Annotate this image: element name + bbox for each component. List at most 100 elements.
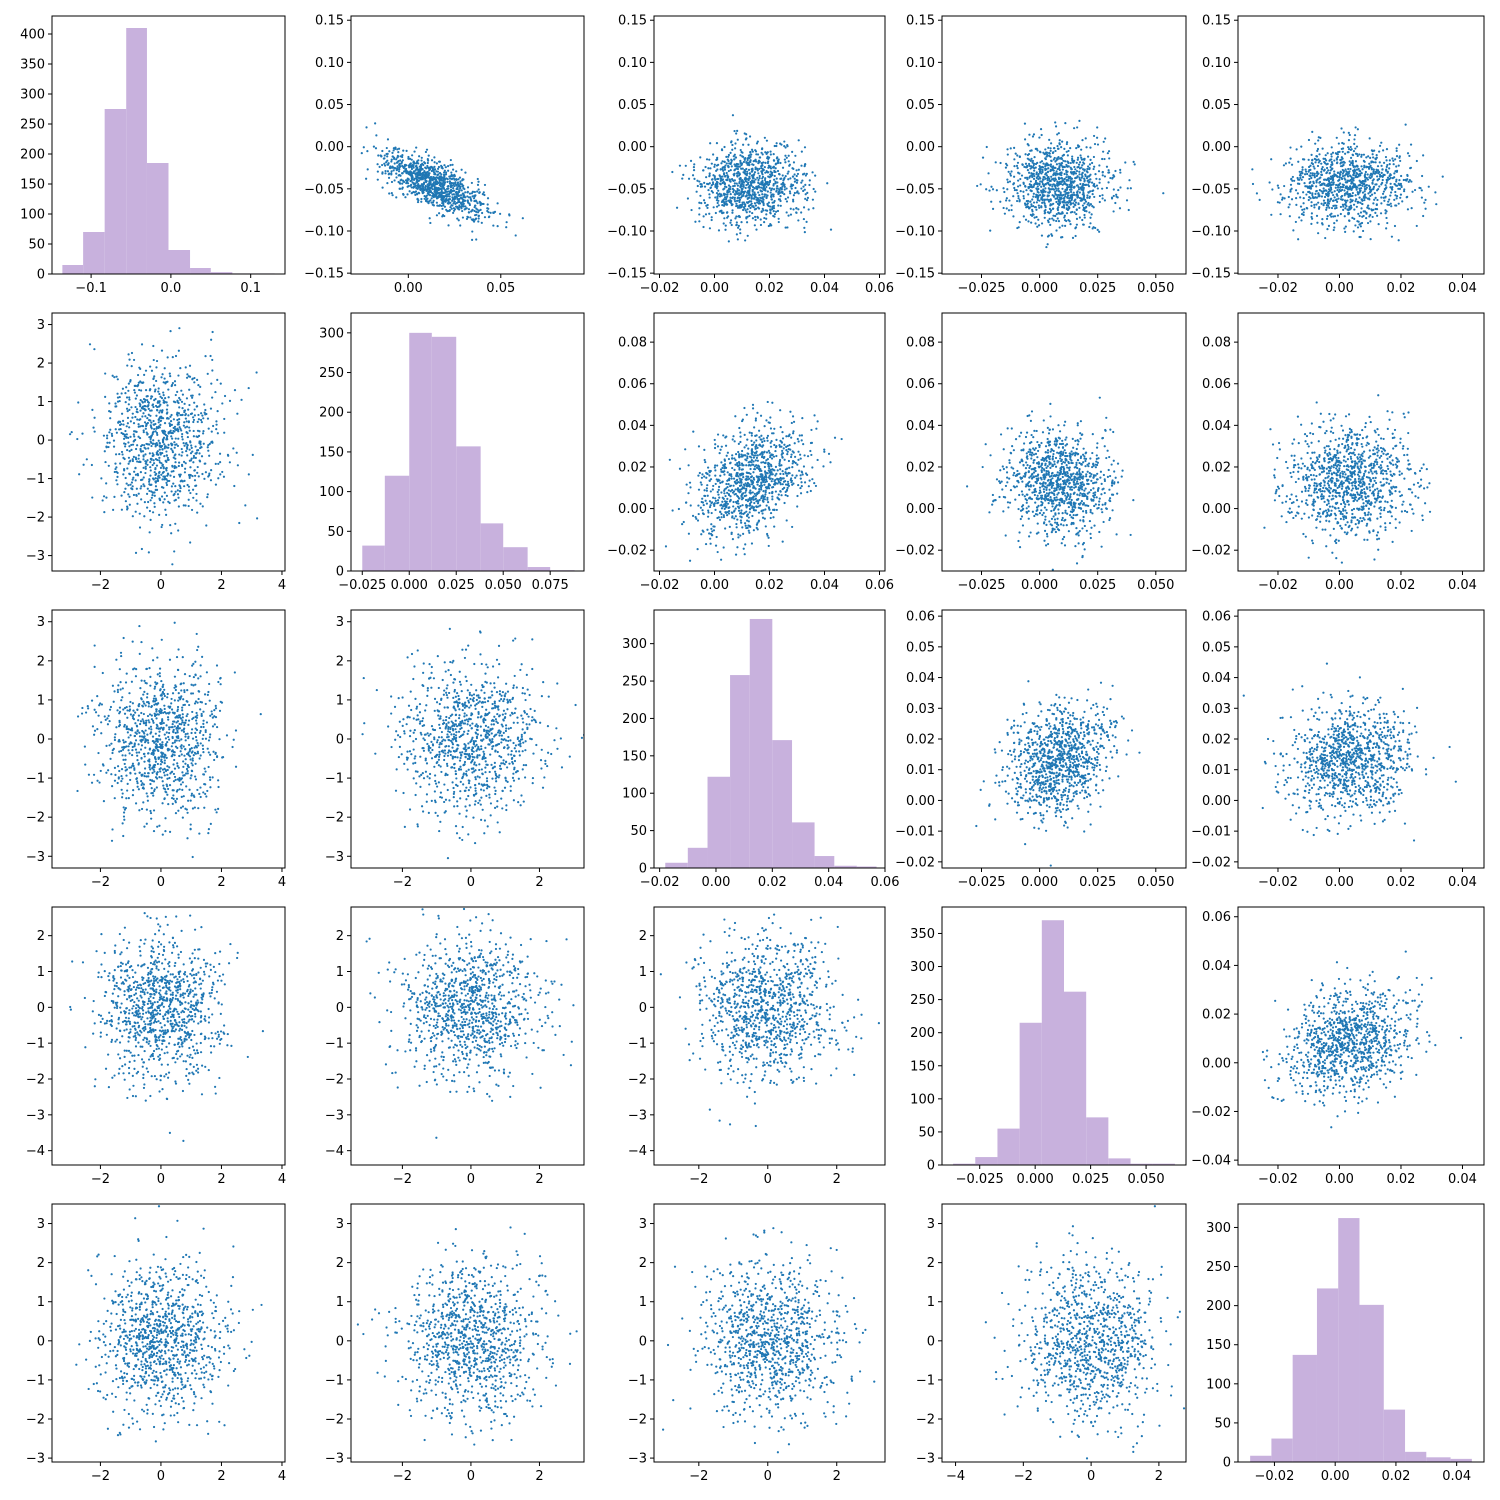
scatter-point — [1037, 204, 1040, 207]
histogram-bar — [190, 268, 211, 274]
histogram-bar — [83, 232, 105, 274]
scatter-point — [1056, 202, 1060, 205]
scatter-point — [124, 500, 127, 503]
scatter-point — [1082, 191, 1085, 194]
scatter-point — [170, 413, 173, 417]
scatter-point — [105, 446, 108, 449]
scatter-point — [1081, 185, 1084, 188]
scatter-point — [717, 204, 720, 207]
scatter-point — [1343, 189, 1346, 192]
scatter-point — [442, 171, 446, 174]
scatter-point — [1098, 181, 1101, 184]
scatter-point — [1061, 224, 1064, 227]
scatter-point — [1388, 167, 1391, 170]
scatter-point — [1386, 221, 1389, 225]
scatter-point — [735, 202, 738, 205]
scatter-point — [1035, 208, 1038, 211]
histogram-bar — [62, 265, 84, 274]
scatter-point — [432, 204, 435, 207]
scatter-point — [155, 366, 158, 369]
scatter-point — [1348, 160, 1351, 163]
scatter-point — [768, 175, 771, 179]
scatter-point — [471, 209, 474, 212]
scatter-point — [740, 221, 743, 224]
scatter-point — [1052, 177, 1055, 180]
scatter-point — [132, 422, 136, 425]
scatter-point — [1055, 172, 1059, 175]
scatter-point — [91, 496, 94, 499]
scatter-point — [1070, 199, 1073, 202]
scatter-point — [1384, 209, 1387, 212]
scatter-point — [779, 204, 782, 207]
scatter-point — [1369, 213, 1372, 217]
scatter-point — [1384, 155, 1388, 159]
scatter-point — [386, 163, 390, 166]
scatter-point — [1016, 226, 1019, 230]
scatter-point — [1073, 159, 1076, 162]
scatter-point — [137, 492, 140, 495]
scatter-point — [1347, 171, 1350, 175]
scatter-point — [1374, 211, 1377, 215]
scatter-point — [804, 193, 807, 196]
y-tick-label: −0.10 — [607, 225, 647, 240]
scatter-point — [1082, 196, 1085, 199]
scatter-point — [1424, 198, 1427, 201]
scatter-point — [769, 167, 773, 170]
scatter-point — [1381, 174, 1385, 178]
scatter-point — [1083, 177, 1086, 180]
scatter-point — [393, 166, 397, 170]
scatter-point — [481, 193, 484, 196]
scatter-point — [378, 165, 381, 168]
scatter-point — [1423, 201, 1426, 204]
scatter-point — [781, 166, 785, 169]
scatter-point — [1065, 192, 1068, 195]
scatter-point — [420, 159, 423, 162]
scatter-point — [751, 190, 754, 193]
scatter-point — [1408, 179, 1411, 182]
scatter-point — [166, 380, 169, 383]
scatter-point — [1332, 215, 1335, 218]
scatter-point — [486, 203, 489, 206]
scatter-point — [1059, 182, 1062, 186]
scatter-point — [1358, 191, 1361, 194]
scatter-point — [1314, 196, 1317, 199]
scatter-point — [1070, 168, 1073, 171]
scatter-point — [761, 153, 764, 156]
scatter-point — [432, 193, 436, 196]
scatter-point — [1044, 148, 1047, 151]
scatter-point — [755, 187, 759, 190]
scatter-point — [203, 411, 206, 414]
scatter-point — [166, 456, 170, 460]
scatter-point — [1162, 192, 1165, 195]
scatter-point — [1435, 203, 1438, 206]
scatter-point — [1384, 196, 1387, 199]
scatter-point — [721, 211, 724, 215]
scatter-point — [1375, 203, 1378, 206]
scatter-point — [753, 197, 756, 200]
scatter-point — [410, 167, 414, 171]
scatter-point — [160, 462, 163, 465]
scatter-point — [155, 427, 158, 430]
scatter-point — [1349, 145, 1352, 149]
scatter-point — [1095, 177, 1098, 180]
scatter-point — [158, 392, 161, 396]
y-tick-label: −0.10 — [895, 225, 935, 240]
scatter-point — [1354, 200, 1357, 203]
scatter-point — [1065, 183, 1068, 186]
scatter-point — [1358, 179, 1361, 182]
scatter-point — [125, 433, 128, 436]
scatter-point — [1057, 200, 1060, 203]
scatter-point — [729, 221, 732, 224]
scatter-point — [1022, 215, 1025, 218]
scatter-point — [1326, 184, 1330, 188]
scatter-point — [1075, 147, 1078, 150]
scatter-point — [779, 161, 782, 165]
scatter-point — [199, 385, 202, 388]
scatter-point — [1305, 170, 1308, 173]
scatter-point — [764, 187, 767, 190]
scatter-point — [455, 177, 458, 181]
scatter-point — [434, 178, 437, 181]
scatter-point — [1088, 225, 1091, 229]
scatter-point — [1057, 177, 1061, 181]
scatter-point — [123, 491, 126, 494]
